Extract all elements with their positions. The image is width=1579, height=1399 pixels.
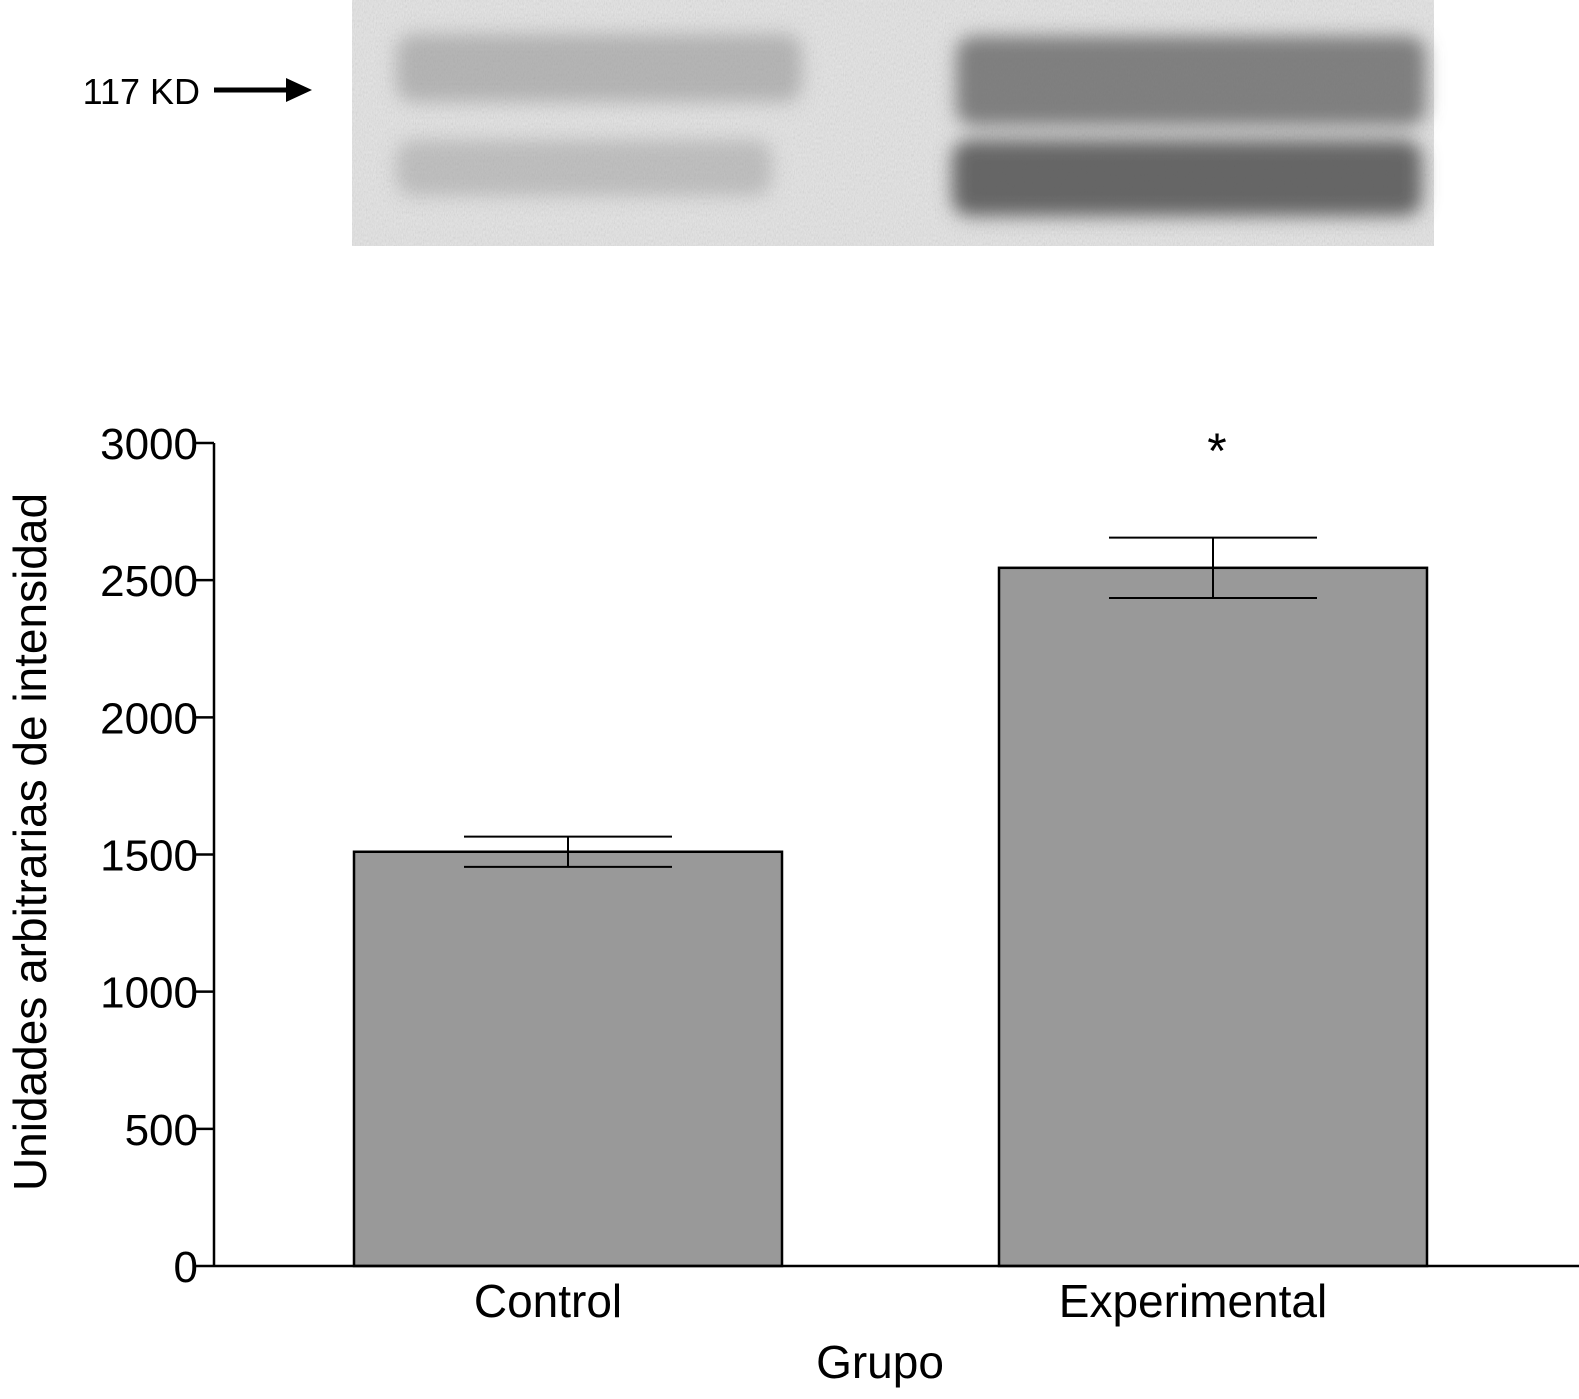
bars xyxy=(352,566,1429,1268)
bar-chart: * 0 500 1000 1500 2000 2500 3000 Control Experi… xyxy=(4,420,1579,1388)
y-tick-label: 500 xyxy=(125,1106,198,1155)
y-axis-title: Unidades arbitrarias de intensidad xyxy=(4,493,56,1191)
control-band-lower xyxy=(396,140,772,196)
y-ticks: 0 500 1000 1500 2000 2500 3000 xyxy=(100,420,214,1292)
significance-annotations: * xyxy=(1207,423,1226,479)
control-band-upper xyxy=(396,34,802,102)
y-tick-label: 2500 xyxy=(100,557,198,606)
y-tick-label: 3000 xyxy=(100,420,198,469)
bar-control xyxy=(352,850,784,1268)
y-tick-label: 0 xyxy=(174,1243,198,1292)
experimental-band-upper xyxy=(956,36,1426,126)
x-tick-labels: Control Experimental xyxy=(474,1275,1327,1327)
x-axis-title: Grupo xyxy=(816,1336,944,1388)
significance-marker: * xyxy=(1207,423,1226,479)
error-bars xyxy=(464,536,1317,868)
x-tick-label-control: Control xyxy=(474,1275,622,1327)
y-tick-label: 2000 xyxy=(100,694,198,743)
marker-label: 117 KD xyxy=(83,71,200,112)
marker-arrow-head xyxy=(286,78,312,102)
x-tick-label-experimental: Experimental xyxy=(1059,1275,1327,1327)
experimental-band-lower xyxy=(952,140,1422,216)
y-tick-label: 1000 xyxy=(100,969,198,1018)
blot-bands xyxy=(396,34,1426,216)
western-blot: 117 KD xyxy=(83,0,1434,246)
bar-experimental xyxy=(997,566,1429,1268)
y-tick-label: 1500 xyxy=(100,832,198,881)
